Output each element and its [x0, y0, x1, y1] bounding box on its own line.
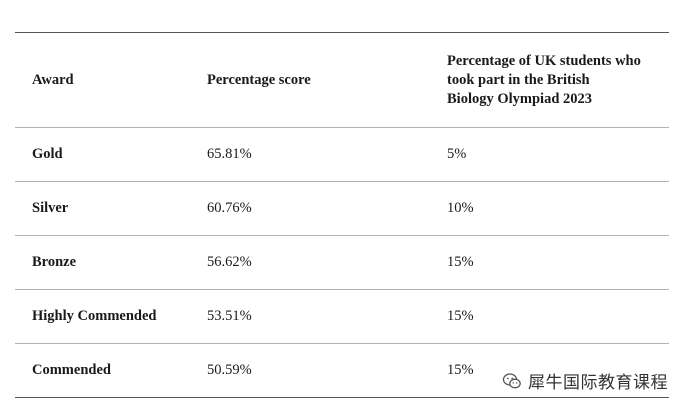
- award-table: Award Percentage score Percentage of UK …: [15, 32, 669, 398]
- award-score: 53.51%: [207, 308, 252, 324]
- watermark: 犀牛国际教育课程: [498, 366, 672, 395]
- award-percentage: 15%: [447, 308, 474, 324]
- award-percentage: 15%: [447, 362, 474, 378]
- award-name: Bronze: [32, 254, 77, 270]
- award-name: Gold: [32, 146, 63, 162]
- award-name: Silver: [32, 200, 69, 216]
- award-name: Commended: [32, 362, 111, 378]
- header-percentage-students: Percentage of UK students who took part …: [447, 52, 641, 107]
- table-row: Commended 50.59% 15%: [15, 343, 669, 397]
- header-percentage-score: Percentage score: [207, 71, 311, 88]
- award-score: 56.62%: [207, 254, 252, 270]
- table-row: Bronze 56.62% 15%: [15, 235, 669, 289]
- award-percentage: 5%: [447, 146, 467, 162]
- header-award: Award: [32, 71, 74, 88]
- award-score: 60.76%: [207, 200, 252, 216]
- award-percentage: 15%: [447, 254, 474, 270]
- award-name: Highly Commended: [32, 308, 157, 324]
- award-score: 50.59%: [207, 362, 252, 378]
- wechat-icon: [502, 371, 522, 391]
- award-score: 65.81%: [207, 146, 252, 162]
- table-row: Gold 65.81% 5%: [15, 127, 669, 181]
- award-percentage: 10%: [447, 200, 474, 216]
- table-header-row: Award Percentage score Percentage of UK …: [15, 33, 669, 127]
- table-row: Highly Commended 53.51% 15%: [15, 289, 669, 343]
- table-row: Silver 60.76% 10%: [15, 181, 669, 235]
- watermark-text: 犀牛国际教育课程: [528, 373, 668, 393]
